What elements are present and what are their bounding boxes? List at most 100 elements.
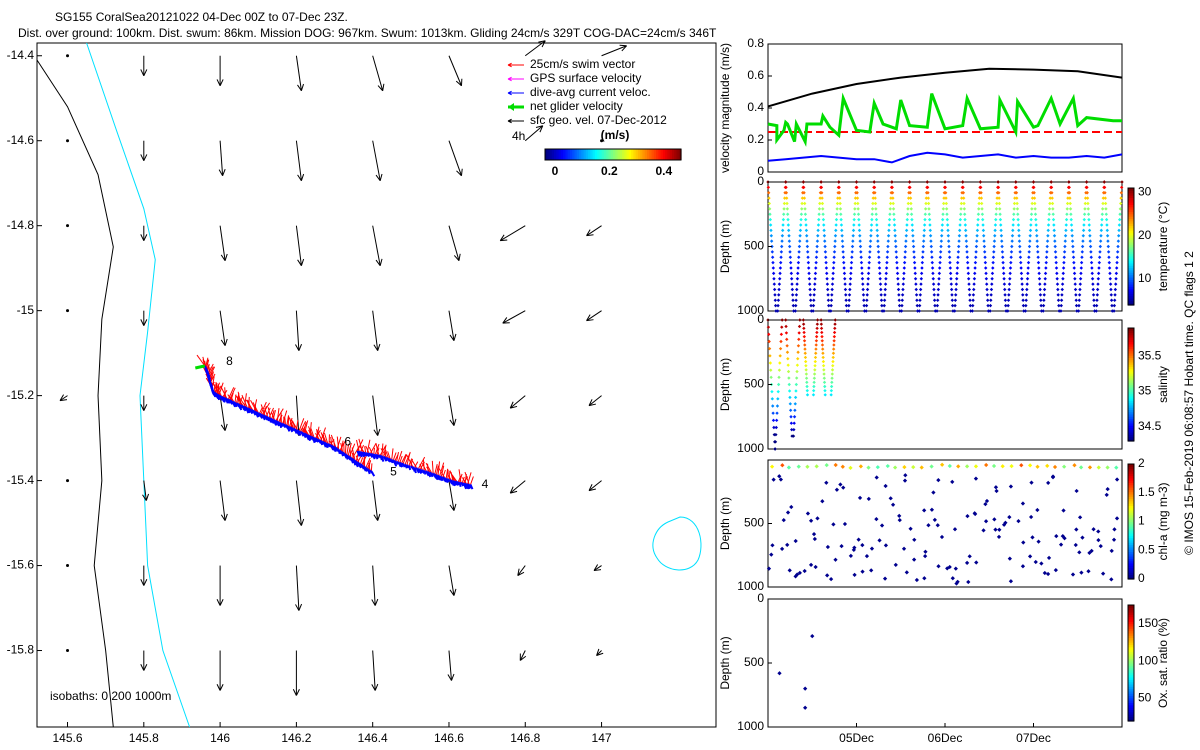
colorbar-cell bbox=[1128, 565, 1134, 569]
temperature-point bbox=[820, 201, 825, 206]
ytick-label: 0.8 bbox=[747, 36, 764, 50]
colorbar-cell bbox=[1128, 616, 1134, 620]
dac-vector bbox=[363, 451, 367, 457]
arrow-head bbox=[377, 428, 381, 436]
chl-point bbox=[983, 502, 988, 507]
temperature-point bbox=[780, 244, 784, 249]
temperature-point bbox=[1006, 303, 1010, 308]
temperature-point bbox=[980, 212, 985, 216]
temperature-point bbox=[884, 271, 888, 276]
temperature-point bbox=[799, 212, 804, 216]
colorbar-cell bbox=[1128, 370, 1134, 374]
chl-point bbox=[766, 566, 772, 571]
temperature-point bbox=[1022, 309, 1026, 313]
oxygen-colorbar-label: Ox. sat. ratio (%) bbox=[1156, 618, 1170, 708]
salinity-point bbox=[768, 361, 773, 365]
chl-point bbox=[1019, 463, 1024, 468]
temperature-point bbox=[770, 250, 775, 254]
colorbar-cell bbox=[649, 149, 653, 160]
colorbar-cell bbox=[678, 149, 682, 160]
temperature-point bbox=[975, 228, 980, 233]
swim-vector bbox=[314, 433, 320, 441]
salinity-point bbox=[772, 425, 776, 430]
arrow-head bbox=[216, 684, 221, 691]
arrow-head bbox=[377, 85, 384, 92]
temperature-point bbox=[769, 228, 773, 233]
arrow-head bbox=[300, 83, 304, 91]
colorbar-cell bbox=[1128, 539, 1134, 543]
temperature-point bbox=[972, 282, 976, 286]
swim-vector bbox=[422, 459, 425, 471]
chl-point bbox=[966, 579, 971, 585]
temperature-point bbox=[848, 287, 852, 292]
chl-point bbox=[952, 527, 958, 532]
dac-vector bbox=[445, 477, 449, 484]
ytick-label: 0.4 bbox=[747, 100, 764, 114]
chl-point bbox=[984, 462, 989, 468]
swim-vector bbox=[303, 428, 308, 435]
oxygen-point bbox=[777, 671, 782, 676]
colorbar-cell bbox=[1128, 658, 1134, 662]
salinity-point bbox=[770, 397, 775, 401]
temperature-point bbox=[994, 212, 998, 216]
temperature-point bbox=[781, 228, 785, 233]
temperature-point bbox=[813, 282, 817, 286]
temperature-point bbox=[897, 298, 901, 302]
chl-point bbox=[789, 504, 794, 510]
arrow-head bbox=[593, 564, 599, 571]
temperature-point bbox=[773, 303, 778, 308]
colorbar-cell bbox=[1128, 697, 1134, 701]
arrow-head bbox=[453, 418, 457, 426]
colorbar-cell bbox=[1128, 498, 1134, 502]
colorbar-cell bbox=[545, 149, 548, 160]
colorbar-cell bbox=[576, 149, 580, 160]
arrow-shaft bbox=[448, 225, 460, 261]
colorbar-cell bbox=[1128, 663, 1134, 666]
salinity-point bbox=[789, 421, 794, 425]
colorbar-cell bbox=[1128, 528, 1134, 532]
dac-vector bbox=[238, 403, 243, 411]
chl-point bbox=[833, 462, 838, 468]
dac-vector bbox=[390, 459, 394, 464]
temperature-point bbox=[773, 298, 777, 302]
temperature-point bbox=[940, 228, 944, 233]
colorbar-cell bbox=[1128, 361, 1134, 365]
temperature-point bbox=[984, 266, 988, 270]
temperature-point bbox=[928, 228, 932, 233]
temperature-point bbox=[906, 207, 910, 211]
temperature-point bbox=[822, 223, 826, 227]
chl-point bbox=[808, 518, 814, 523]
swim-vector bbox=[282, 410, 288, 424]
temperature-point bbox=[914, 287, 918, 292]
temperature-point bbox=[851, 234, 855, 238]
swim-vector bbox=[308, 429, 312, 437]
chl-point bbox=[1058, 542, 1064, 547]
temperature-point bbox=[872, 180, 876, 184]
temperature-point bbox=[1014, 180, 1018, 184]
temperature-point bbox=[921, 244, 926, 249]
temperature-point bbox=[981, 217, 985, 222]
temperature-point bbox=[985, 293, 990, 297]
temperature-point bbox=[768, 212, 772, 216]
temperature-point bbox=[896, 277, 900, 281]
coastline-0m bbox=[36, 59, 114, 728]
chl-point bbox=[852, 572, 857, 577]
map-ytick-label: -14.4 bbox=[7, 48, 35, 62]
chl-point bbox=[787, 568, 792, 573]
arrow-head bbox=[140, 154, 145, 161]
temperature-point bbox=[1015, 201, 1019, 206]
salinity-point bbox=[833, 318, 837, 322]
temperature-point bbox=[939, 239, 944, 243]
salinity-point bbox=[794, 389, 798, 393]
arrow-shaft bbox=[372, 650, 376, 691]
salinity-point bbox=[831, 355, 835, 360]
colorbar-cell bbox=[1128, 211, 1134, 215]
chl-point bbox=[901, 546, 907, 551]
swim-vector bbox=[439, 462, 445, 476]
salinity-point bbox=[814, 343, 818, 347]
temperature-point bbox=[962, 207, 967, 211]
temperature-point bbox=[1017, 234, 1021, 238]
arrow-shaft bbox=[295, 310, 300, 351]
